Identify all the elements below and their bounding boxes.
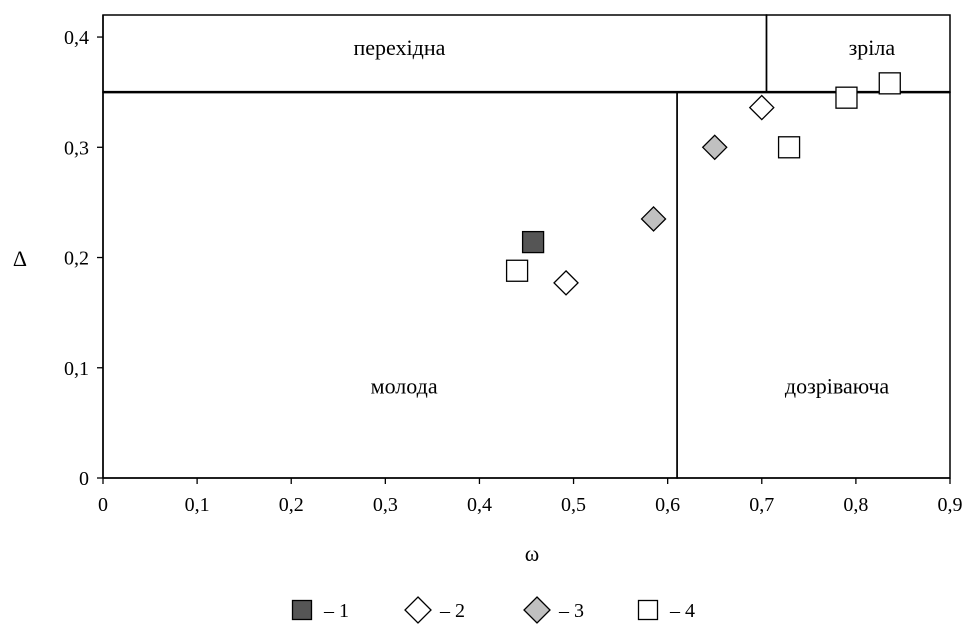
legend-marker-1 <box>291 599 313 621</box>
y-tick-label: 0,1 <box>64 358 89 380</box>
x-tick-label: 0,1 <box>185 494 210 516</box>
y-tick-label: 0 <box>79 468 89 490</box>
series-1-point-0 <box>521 230 545 254</box>
y-tick-label: 0,4 <box>64 27 89 49</box>
x-tick-label: 0 <box>98 494 108 516</box>
series-4-point-1 <box>777 136 801 159</box>
series-4-point-3 <box>878 72 901 95</box>
series-4-point-2 <box>835 86 858 109</box>
region-label-2: перехідна <box>354 35 446 60</box>
x-tick-label: 0,9 <box>938 494 963 516</box>
y-tick-label: 0,2 <box>64 248 89 270</box>
regions-layer: молода дозріваюча перехідна зріла <box>102 14 951 479</box>
legend-label-2: – 2 <box>439 600 465 622</box>
x-tick-label: 0,6 <box>655 494 680 516</box>
legend-label-1: – 1 <box>323 600 349 622</box>
legend: – 1 – 2 – 3 – 4 <box>291 596 695 624</box>
legend-marker-3 <box>523 596 551 624</box>
series-3-point-0 <box>640 206 667 232</box>
series-3-point-1 <box>701 134 728 161</box>
region-label-0: молода <box>371 374 438 399</box>
x-tick-label: 0,3 <box>373 494 398 516</box>
series-4-point-0 <box>505 259 529 282</box>
region-label-1: дозріваюча <box>785 374 890 399</box>
legend-label-4: – 4 <box>669 600 695 622</box>
x-tick-label: 0,4 <box>467 494 492 516</box>
y-tick-label: 0,3 <box>64 137 89 159</box>
region-label-3: зріла <box>849 35 896 60</box>
legend-label-3: – 3 <box>558 600 584 622</box>
axes-layer: 0 0,1 0,2 0,3 0,4 0,5 0,6 0,7 0,8 0,9 0 0,1 0,2 0,3 0,… <box>64 15 963 516</box>
series-2-point-0 <box>553 269 579 296</box>
points-layer <box>505 72 901 296</box>
legend-marker-2 <box>404 596 432 624</box>
x-tick-label: 0,7 <box>749 494 774 516</box>
x-tick-label: 0,8 <box>843 494 868 516</box>
legend-marker-4 <box>637 599 659 621</box>
y-axis-label: Δ <box>13 246 27 271</box>
region-box-0 <box>102 91 678 479</box>
series-2-point-1 <box>748 94 775 121</box>
x-tick-label: 0,2 <box>279 494 304 516</box>
x-axis-label: ω <box>525 541 539 566</box>
x-tick-label: 0,5 <box>561 494 586 516</box>
